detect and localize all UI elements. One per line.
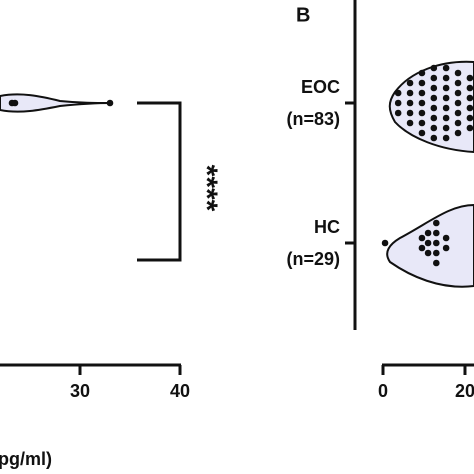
data-point [442, 234, 450, 242]
data-point [466, 104, 474, 112]
data-point [466, 114, 474, 122]
category-label: HC [314, 217, 340, 237]
data-point [432, 259, 440, 267]
data-point [418, 69, 426, 77]
data-point [430, 114, 438, 122]
data-point [432, 229, 440, 237]
x-tick-label: 20 [455, 381, 474, 401]
data-point [430, 134, 438, 142]
significance-bracket [137, 101, 182, 262]
data-point [442, 74, 450, 82]
data-point [454, 89, 462, 97]
data-point [442, 84, 450, 92]
data-point [432, 249, 440, 257]
data-point [430, 74, 438, 82]
data-point [394, 109, 402, 117]
data-point [394, 89, 402, 97]
data-point [454, 129, 462, 137]
data-point [466, 124, 474, 132]
data-point [430, 94, 438, 102]
data-point [394, 99, 402, 107]
data-point [466, 74, 474, 82]
data-point [430, 104, 438, 112]
data-point [381, 239, 389, 247]
data-point [418, 234, 426, 242]
data-point [432, 219, 440, 227]
data-point [466, 84, 474, 92]
data-point [11, 99, 19, 107]
data-point [418, 99, 426, 107]
category-sublabel: (n=29) [286, 249, 340, 269]
category-label: EOC [301, 77, 340, 97]
data-point [454, 109, 462, 117]
data-point [406, 79, 414, 87]
data-point [406, 109, 414, 117]
data-point [424, 249, 432, 257]
data-point [430, 124, 438, 132]
category-sublabel: (n=83) [286, 109, 340, 129]
data-point [418, 129, 426, 137]
data-point [442, 134, 450, 142]
panel-label: B [296, 4, 310, 26]
significance-label: **** [190, 165, 223, 212]
data-point [442, 64, 450, 72]
data-point [442, 104, 450, 112]
x-tick-label: 30 [70, 381, 90, 401]
data-point [106, 99, 114, 107]
x-axis-label: (pg/ml) [0, 449, 52, 469]
data-point [418, 79, 426, 87]
data-point [442, 94, 450, 102]
x-tick-label: 0 [378, 381, 388, 401]
data-point [442, 244, 450, 252]
data-point [442, 114, 450, 122]
data-point [424, 239, 432, 247]
data-point [424, 229, 432, 237]
data-point [418, 244, 426, 252]
data-point [454, 69, 462, 77]
data-point [406, 119, 414, 127]
data-point [432, 239, 440, 247]
x-tick-label: 40 [170, 381, 190, 401]
data-point [430, 84, 438, 92]
violin-shape [386, 203, 474, 288]
data-point [418, 109, 426, 117]
data-point [430, 64, 438, 72]
data-point [418, 89, 426, 97]
data-point [418, 119, 426, 127]
data-point [406, 89, 414, 97]
data-point [466, 94, 474, 102]
data-point [454, 79, 462, 87]
data-point [454, 119, 462, 127]
data-point [406, 99, 414, 107]
data-point [454, 99, 462, 107]
data-point [442, 124, 450, 132]
